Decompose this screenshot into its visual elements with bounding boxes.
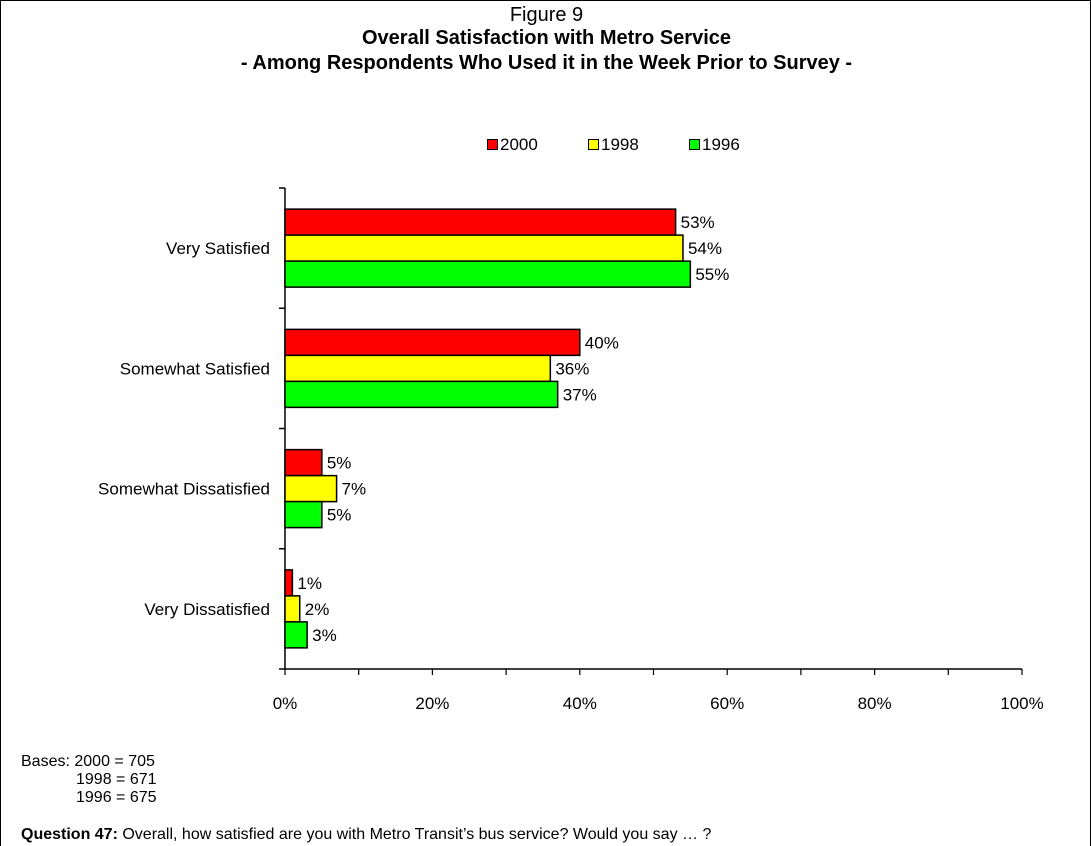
data-label: 36%: [555, 359, 589, 378]
data-label: 54%: [688, 239, 722, 258]
data-label: 40%: [585, 333, 619, 352]
figure-label: Figure 9: [509, 4, 584, 26]
bases-row-2000: 2000 = 705: [74, 753, 155, 770]
bar-1998: [284, 234, 684, 262]
question-text: Overall, how satisfied are you with Metr…: [122, 826, 712, 843]
bar-1996: [284, 500, 323, 529]
data-label: 7%: [342, 480, 367, 499]
data-label: 1%: [297, 574, 322, 593]
category-label: Somewhat Satisfied: [120, 359, 270, 378]
bar-1996: [284, 260, 692, 288]
x-tick-label: 80%: [858, 694, 892, 713]
bar-1996: [284, 621, 308, 649]
bar-1998: [284, 474, 338, 503]
data-label: 2%: [305, 600, 330, 619]
bar-1996: [284, 380, 559, 409]
bar-1998: [284, 354, 552, 383]
category-label: Very Dissatisfied: [144, 600, 270, 619]
bases-label: Bases:: [21, 753, 70, 770]
data-label: 5%: [327, 506, 352, 525]
question-label: Question 47:: [21, 826, 118, 843]
category-label: Very Satisfied: [166, 239, 270, 258]
bar-1998: [284, 595, 301, 623]
bar-2000: [284, 208, 677, 236]
x-tick-label: 60%: [710, 694, 744, 713]
legend-label-1996: 1996: [702, 135, 740, 154]
question-note: Question 47: Overall, how satisfied are …: [21, 826, 711, 844]
bar-2000: [284, 328, 581, 357]
bar-chart: 0% 20% 40% 60% 80% 100% Very Satisfied 53% 54% 55…: [98, 187, 1044, 713]
legend-swatch-2000: [487, 139, 498, 150]
chart-title: Overall Satisfaction with Metro Service: [361, 27, 731, 49]
x-tick-label: 0%: [273, 694, 298, 713]
bases-note: Bases: 2000 = 705 1998 = 671 1996 = 675: [21, 753, 157, 807]
x-tick-label: 20%: [415, 694, 449, 713]
data-label: 3%: [312, 626, 337, 645]
bar-2000: [284, 569, 294, 597]
x-tick-label: 100%: [1000, 694, 1043, 713]
legend-label-2000: 2000: [500, 135, 538, 154]
data-label: 53%: [681, 213, 715, 232]
bar-2000: [284, 448, 323, 477]
legend-swatch-1996: [689, 139, 700, 150]
data-label: 55%: [695, 265, 729, 284]
category-label: Somewhat Dissatisfied: [98, 480, 270, 499]
chart-subtitle: - Among Respondents Who Used it in the W…: [240, 52, 853, 74]
x-tick-label: 40%: [563, 694, 597, 713]
data-label: 37%: [563, 385, 597, 404]
legend-swatch-1998: [588, 139, 599, 150]
legend-label-1998: 1998: [601, 135, 639, 154]
bases-row-1996: 1996 = 675: [76, 789, 157, 806]
data-label: 5%: [327, 454, 352, 473]
bases-row-1998: 1998 = 671: [76, 771, 157, 788]
